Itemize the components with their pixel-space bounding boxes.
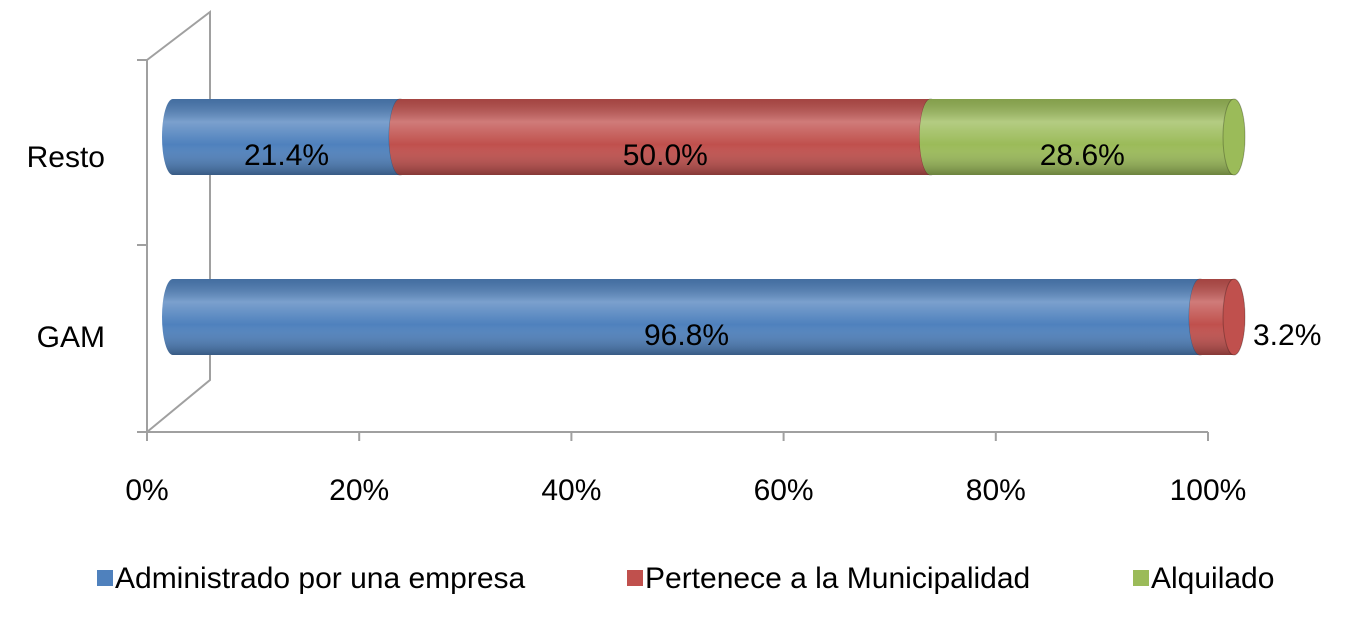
legend-label: Pertenece a la Municipalidad xyxy=(645,562,1030,595)
legend-swatch xyxy=(97,570,113,586)
data-label: 3.2% xyxy=(1253,319,1321,352)
x-tick-label: 60% xyxy=(754,474,814,507)
bar-segment xyxy=(1189,278,1246,356)
legend-label: Alquilado xyxy=(1151,562,1274,595)
legend-swatch xyxy=(1133,570,1149,586)
data-label: 28.6% xyxy=(1040,139,1125,172)
x-tick-label: 80% xyxy=(966,474,1026,507)
y-tick-label: Resto xyxy=(27,141,105,174)
bar-segment xyxy=(389,98,943,176)
data-label: 96.8% xyxy=(644,319,729,352)
data-label: 21.4% xyxy=(244,139,329,172)
x-tick-label: 100% xyxy=(1170,474,1247,507)
data-label: 50.0% xyxy=(623,139,708,172)
x-tick-label: 20% xyxy=(329,474,389,507)
legend-swatch xyxy=(627,570,643,586)
back-wall xyxy=(146,9,211,433)
x-tick-label: 40% xyxy=(541,474,601,507)
x-tick-label: 0% xyxy=(125,474,168,507)
legend-label: Administrado por una empresa xyxy=(115,562,526,595)
bar-segment xyxy=(162,278,1212,356)
y-tick-label: GAM xyxy=(37,321,105,354)
bar-segment xyxy=(919,98,1246,176)
